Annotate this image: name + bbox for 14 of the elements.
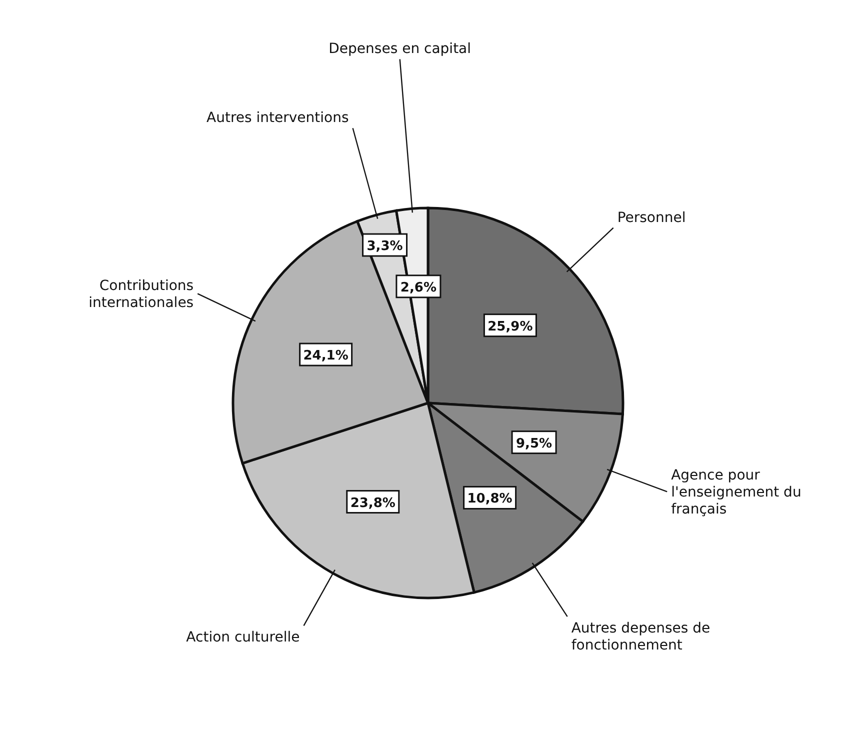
data-label: 2,6% — [400, 280, 436, 296]
data-label: 10,8% — [467, 492, 512, 507]
data-label: 3,3% — [366, 239, 403, 254]
slice-label: Depenses en capital — [328, 41, 472, 58]
data-label: 25,9% — [488, 319, 533, 334]
slice-label: Action culturelle — [186, 630, 300, 646]
slice-label: Autres depenses de fonctionnement — [571, 620, 710, 654]
slice-label: Autres interventions — [206, 110, 349, 126]
data-label: 23,8% — [350, 496, 396, 511]
data-label: 9,5% — [516, 436, 552, 452]
data-label: 24,1% — [303, 348, 348, 364]
slice-label: Personnel — [617, 210, 686, 226]
slice-label: Agence pour l'enseignement du français — [671, 468, 802, 518]
slice-label: Contributions internationales — [88, 278, 194, 312]
